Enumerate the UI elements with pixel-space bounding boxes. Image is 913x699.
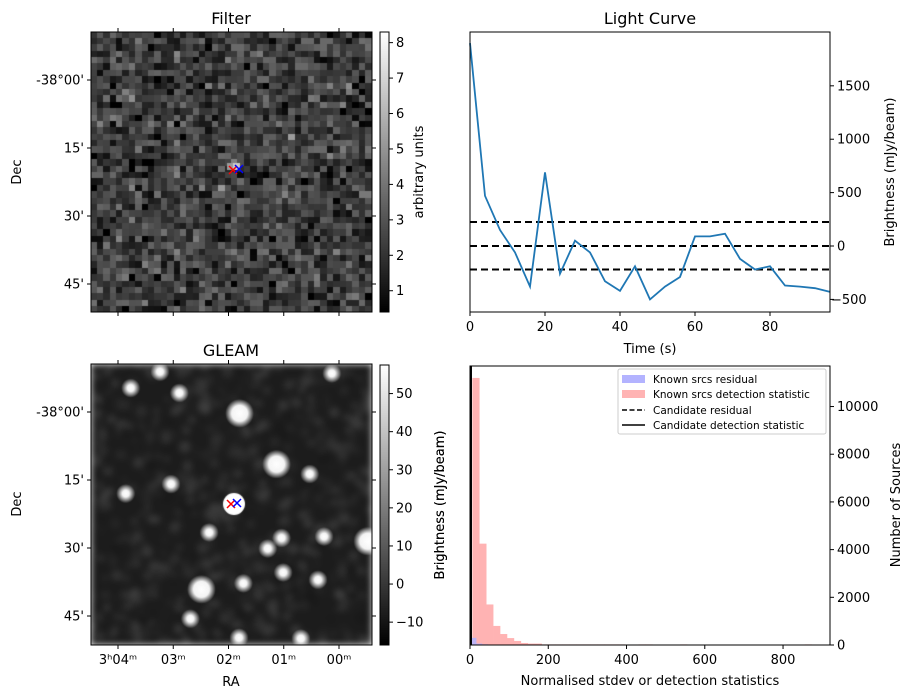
y-tick-label: 1500 (837, 79, 870, 94)
colorbar-tick-label: 10 (396, 539, 413, 554)
y-tick-label: 0 (837, 639, 845, 654)
histogram-right-ylabel: Number of Sources (889, 443, 904, 568)
x-tick-label: 80 (762, 320, 779, 335)
ra-tick-label: 00ᵐ (327, 653, 352, 668)
colorbar-tick-label: 40 (396, 425, 413, 440)
histogram-bar (479, 543, 487, 645)
colorbar-tick-label: 6 (396, 107, 404, 122)
legend-box (617, 368, 827, 435)
gleam-colorbar (380, 365, 389, 645)
y-tick-label: −500 (831, 293, 867, 308)
colorbar-tick-label: 50 (396, 387, 413, 402)
gleam-colorbar-frame (379, 364, 390, 646)
legend-swatch-residual (622, 375, 645, 383)
dec-tick-label: 30' (64, 542, 84, 557)
legend-swatch-detection (622, 390, 645, 398)
histogram-bar (472, 377, 480, 645)
blue-x-marker (234, 164, 244, 174)
gleam-xlabel: RA (222, 675, 240, 690)
ra-tick-label: 01ᵐ (271, 653, 296, 668)
ra-tick-label: 03ᵐ (161, 653, 186, 668)
filter-colorbar-label: arbitrary units (412, 125, 427, 218)
histogram-bar (500, 634, 508, 645)
light-curve-ylabel: Brightness (mJy/beam) (883, 98, 898, 247)
x-tick-label: 20 (537, 320, 554, 335)
legend-label: Known srcs residual (653, 374, 757, 386)
histogram-bar (520, 642, 529, 645)
gleam-title: GLEAM (203, 341, 259, 360)
light-curve-frame (469, 31, 831, 313)
histogram-bar (506, 638, 515, 645)
dec-tick-label: -38°00' (36, 74, 84, 89)
y-tick-label: 2000 (837, 591, 870, 606)
gleam-frame (90, 363, 373, 646)
x-tick-label: 0 (466, 320, 474, 335)
dec-tick-label: 45' (64, 610, 84, 625)
y-tick-label: 1000 (837, 133, 870, 148)
colorbar-tick-label: 7 (396, 72, 404, 87)
colorbar-tick-label: 3 (396, 213, 404, 228)
dec-tick-label: 15' (64, 474, 84, 489)
light-curve-axes: Light Curve 0 20 40 60 80 −500 0 500 1000 1500 Ti… (466, 9, 898, 357)
colorbar-tick-label: −10 (396, 616, 423, 631)
y-tick-label: 0 (837, 240, 845, 255)
legend-label: Candidate detection statistic (653, 420, 805, 432)
y-tick-label: 4000 (837, 543, 870, 558)
histogram-bar (476, 643, 483, 645)
histogram-bar (493, 625, 501, 645)
x-tick-label: 40 (612, 320, 629, 335)
dec-tick-label: 45' (64, 278, 84, 293)
x-tick-label: 600 (692, 653, 717, 668)
gleam-axes: GLEAM Dec RA -38°00'15'30'45' 3ʰ04ᵐ 03ᵐ 02… (10, 341, 448, 690)
histogram-left-ylabel: Brightness (mJy/beam) (433, 431, 448, 580)
legend-label: Candidate residual (653, 405, 752, 417)
colorbar-tick-label: 30 (396, 463, 413, 478)
colorbar-tick-label: 4 (396, 178, 404, 193)
colorbar-tick-label: 5 (396, 142, 404, 157)
y-tick-label: 8000 (837, 448, 870, 463)
x-tick-label: 800 (771, 653, 796, 668)
histogram-frame (469, 365, 831, 646)
gleam-colorbar-label: Brightness (mJy/beam) (433, 431, 448, 580)
x-tick-label: 0 (466, 653, 474, 668)
dec-tick-label: 30' (64, 210, 84, 225)
colorbar-tick-label: 1 (396, 284, 404, 299)
y-tick-label: 6000 (837, 495, 870, 510)
gleam-ylabel: Dec (10, 491, 25, 516)
filter-frame (90, 31, 373, 313)
histogram-legend: Known srcs residual Known srcs detection… (617, 368, 827, 435)
y-tick-label: 10000 (837, 400, 878, 415)
histogram-bar (534, 643, 542, 645)
light-curve-xlabel: Time (s) (623, 342, 677, 357)
colorbar-tick-label: 0 (396, 578, 404, 593)
legend-label: Known srcs detection statistic (653, 389, 810, 401)
histogram-bar (470, 637, 477, 645)
colorbar-tick-label: 8 (396, 36, 404, 51)
filter-colorbar (380, 32, 389, 312)
ra-tick-label: 02ᵐ (216, 653, 241, 668)
histogram-bar (527, 643, 535, 645)
filter-colorbar-frame (379, 31, 390, 313)
x-tick-label: 400 (614, 653, 639, 668)
x-tick-label: 60 (687, 320, 704, 335)
y-tick-label: 500 (837, 186, 862, 201)
filter-title: Filter (211, 9, 251, 28)
histogram-xlabel: Normalised stdev or detection statistics (521, 674, 780, 689)
light-curve-title: Light Curve (604, 9, 696, 28)
histogram-bar (513, 640, 522, 645)
dec-tick-label: 15' (64, 142, 84, 157)
blue-x-marker (232, 498, 242, 508)
histogram-bar (486, 604, 494, 645)
colorbar-tick-label: 2 (396, 249, 404, 264)
dec-tick-label: -38°00' (36, 406, 84, 421)
filter-axes: Filter Dec -38°00' 15' 30' 45' 1 2 3 4 5 6 7 8 arb… (10, 9, 427, 316)
colorbar-tick-label: 20 (396, 501, 413, 516)
ra-tick-label: 3ʰ04ᵐ (99, 653, 137, 668)
filter-ylabel: Dec (10, 159, 25, 184)
x-tick-label: 200 (536, 653, 561, 668)
light-curve-line (469, 43, 831, 301)
